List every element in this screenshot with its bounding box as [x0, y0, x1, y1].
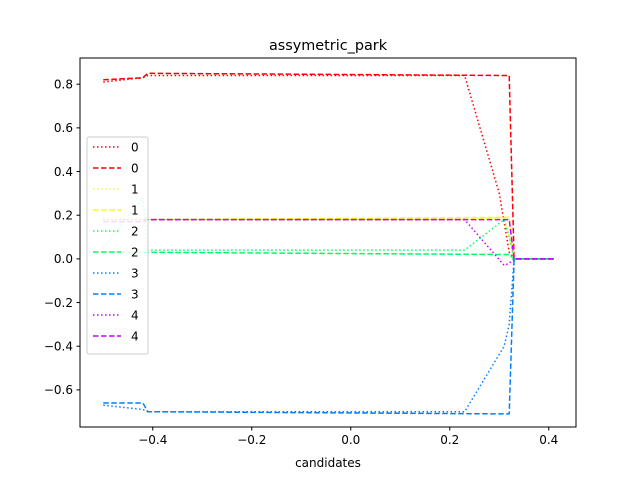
- series-line-4-dotted: [103, 218, 554, 267]
- y-tick-label: 0.0: [54, 252, 73, 266]
- legend-entry: 3: [131, 287, 139, 301]
- legend-entry: 1: [131, 203, 139, 217]
- x-tick-label: 0.0: [341, 433, 360, 447]
- y-tick-label: 0.6: [54, 121, 73, 135]
- series-line-2-dashed: [103, 251, 554, 260]
- legend-entry: 4: [131, 308, 139, 322]
- y-tick-label: 0.4: [54, 165, 73, 179]
- series-layer: [102, 72, 554, 415]
- legend-entry: 4: [131, 329, 139, 343]
- legend: 0 0 1 1 2 2 3 3 4 4: [86, 136, 149, 355]
- legend-entry: 0: [131, 161, 139, 175]
- x-tick-label: −0.4: [138, 433, 167, 447]
- y-tick-label: −0.6: [44, 383, 73, 397]
- legend-box: [86, 136, 149, 355]
- series-line-1-dashed: [103, 216, 554, 260]
- series-line-0-dashed: [103, 72, 554, 260]
- legend-entry: 3: [131, 266, 139, 280]
- legend-entry: 2: [131, 245, 139, 259]
- series-line-0-dotted: [103, 74, 554, 260]
- y-tick-label: −0.2: [44, 296, 73, 310]
- series-line-3-dotted: [103, 258, 554, 413]
- series-line-4-dashed: [103, 218, 554, 260]
- legend-entry: 0: [131, 140, 139, 154]
- series-line-2-dotted: [102, 196, 554, 260]
- y-axis: −0.6 −0.4 −0.2 0.0 0.2 0.4 0.6 0.8: [44, 78, 80, 397]
- plot-frame: [79, 57, 577, 428]
- chart-title: assymetric_park: [269, 38, 388, 54]
- y-tick-label: 0.2: [54, 209, 73, 223]
- x-axis: −0.4 −0.2 0.0 0.2 0.4: [138, 427, 558, 447]
- series-line-3-dashed: [103, 258, 554, 415]
- x-tick-label: 0.4: [539, 433, 558, 447]
- legend-entry: 2: [131, 224, 139, 238]
- x-tick-label: 0.2: [440, 433, 459, 447]
- y-tick-label: −0.4: [44, 340, 73, 354]
- x-tick-label: −0.2: [237, 433, 266, 447]
- x-axis-label: candidates: [295, 456, 361, 470]
- legend-entry: 1: [131, 182, 139, 196]
- y-tick-label: 0.8: [54, 78, 73, 92]
